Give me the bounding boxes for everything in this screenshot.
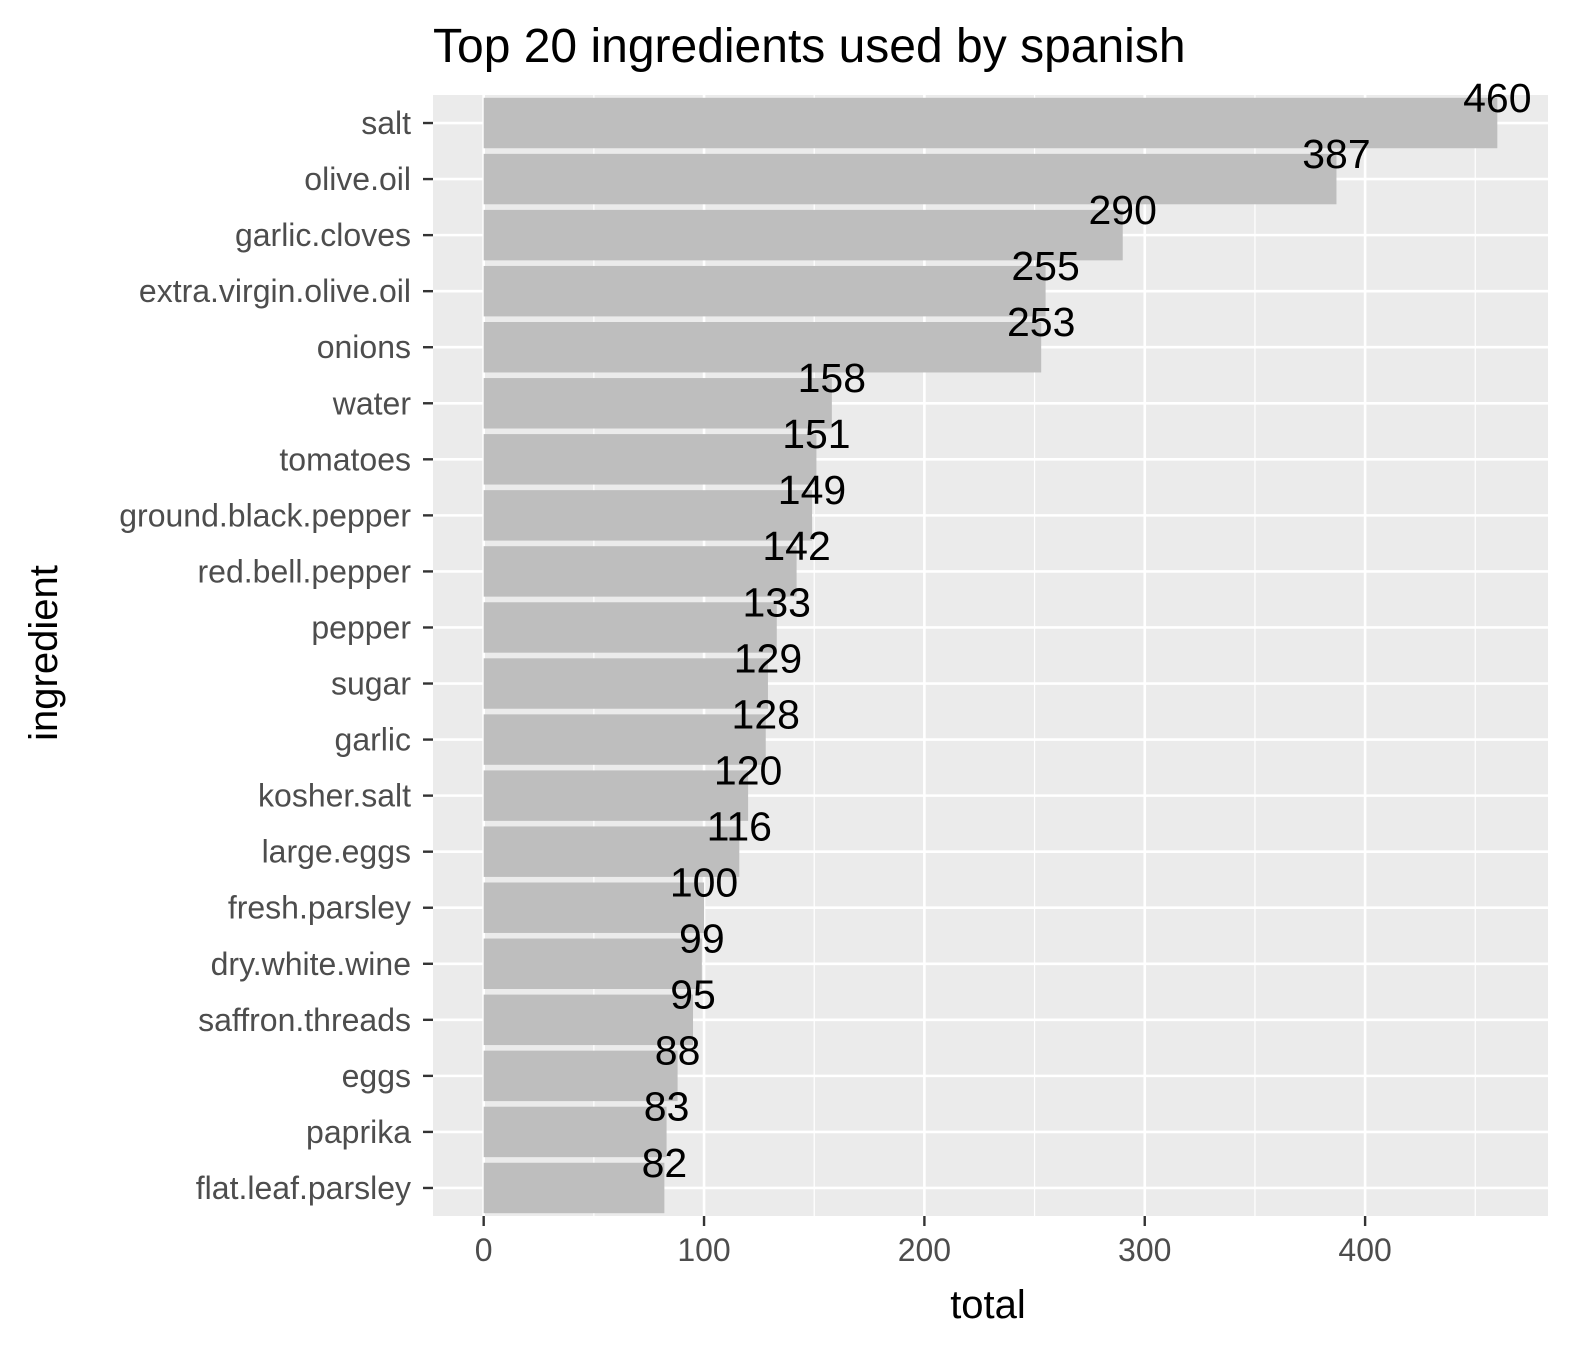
bar-onions: [483, 322, 1042, 373]
y-tick-label-ground.black.pepper: ground.black.pepper: [119, 497, 411, 533]
bars: [483, 97, 1498, 1214]
data-label-salt: 460: [1463, 75, 1531, 121]
chart-title: Top 20 ingredients used by spanish: [433, 20, 1186, 73]
data-label-fresh.parsley: 100: [670, 860, 738, 906]
bar-red.bell.pepper: [483, 546, 797, 597]
y-tick-label-sugar: sugar: [331, 666, 411, 702]
y-tick-label-pepper: pepper: [311, 609, 411, 645]
bar-paprika: [483, 1106, 667, 1158]
bar-dry.white.wine: [483, 938, 702, 989]
bar-garlic: [483, 714, 766, 765]
data-label-kosher.salt: 120: [714, 747, 782, 793]
data-label-red.bell.pepper: 142: [762, 523, 830, 569]
data-label-eggs: 88: [655, 1028, 701, 1074]
data-label-pepper: 133: [743, 579, 811, 625]
bar-flat.leaf.parsley: [483, 1162, 665, 1214]
plot-panel: [433, 95, 1548, 1216]
y-tick-label-large.eggs: large.eggs: [262, 834, 411, 870]
bar-fresh.parsley: [483, 882, 705, 933]
bar-saffron.threads: [483, 994, 694, 1046]
y-tick-label-onions: onions: [317, 329, 411, 365]
bar-tomatoes: [483, 434, 817, 485]
bar-garlic.cloves: [483, 209, 1123, 261]
y-tick-label-garlic.cloves: garlic.cloves: [235, 217, 411, 253]
data-label-sugar: 129: [734, 635, 802, 681]
x-tick-label: 100: [677, 1232, 730, 1268]
x-axis: 0 100 200 300 400: [475, 1216, 1392, 1268]
bar-extra.virgin.olive.oil: [483, 265, 1046, 317]
bar-eggs: [483, 1050, 678, 1102]
data-label-olive.oil: 387: [1302, 131, 1370, 177]
y-tick-label-red.bell.pepper: red.bell.pepper: [198, 553, 412, 589]
bar-olive.oil: [483, 153, 1337, 205]
y-tick-label-olive.oil: olive.oil: [304, 161, 411, 197]
data-label-tomatoes: 151: [782, 411, 850, 457]
data-label-garlic.cloves: 290: [1089, 187, 1157, 233]
data-label-garlic: 128: [732, 691, 800, 737]
y-tick-label-fresh.parsley: fresh.parsley: [228, 890, 411, 926]
y-tick-label-garlic: garlic: [335, 722, 411, 758]
y-tick-label-flat.leaf.parsley: flat.leaf.parsley: [196, 1170, 411, 1206]
y-tick-label-dry.white.wine: dry.white.wine: [211, 946, 411, 982]
y-tick-label-saffron.threads: saffron.threads: [198, 1002, 411, 1038]
y-tick-label-tomatoes: tomatoes: [279, 441, 411, 477]
y-axis-title: ingredient: [22, 565, 66, 741]
x-tick-label: 0: [475, 1232, 493, 1268]
data-label-dry.white.wine: 99: [679, 916, 725, 962]
x-tick-label: 200: [898, 1232, 951, 1268]
y-axis: salt olive.oil garlic.cloves extra.virgin.o…: [119, 105, 433, 1206]
data-label-onions: 253: [1007, 299, 1075, 345]
y-tick-label-extra.virgin.olive.oil: extra.virgin.olive.oil: [139, 273, 411, 309]
data-label-water: 158: [798, 355, 866, 401]
y-tick-label-salt: salt: [361, 105, 411, 141]
data-label-ground.black.pepper: 149: [778, 467, 846, 513]
y-tick-label-water: water: [332, 385, 412, 421]
data-label-paprika: 83: [644, 1084, 690, 1130]
bar-salt: [483, 97, 1498, 149]
bar-water: [483, 378, 832, 429]
bar-pepper: [483, 602, 777, 653]
x-axis-title: total: [950, 1283, 1026, 1327]
x-tick-label: 300: [1118, 1232, 1171, 1268]
bar-kosher.salt: [483, 770, 749, 821]
bar-ground.black.pepper: [483, 490, 813, 541]
data-label-saffron.threads: 95: [670, 972, 716, 1018]
data-label-large.eggs: 116: [707, 803, 772, 849]
y-tick-label-paprika: paprika: [306, 1114, 411, 1150]
y-tick-label-kosher.salt: kosher.salt: [258, 778, 411, 814]
bar-sugar: [483, 658, 768, 709]
data-label-extra.virgin.olive.oil: 255: [1011, 243, 1079, 289]
data-label-flat.leaf.parsley: 82: [642, 1140, 688, 1186]
x-tick-label: 400: [1338, 1232, 1391, 1268]
bar-large.eggs: [483, 826, 740, 877]
y-tick-label-eggs: eggs: [342, 1058, 411, 1094]
